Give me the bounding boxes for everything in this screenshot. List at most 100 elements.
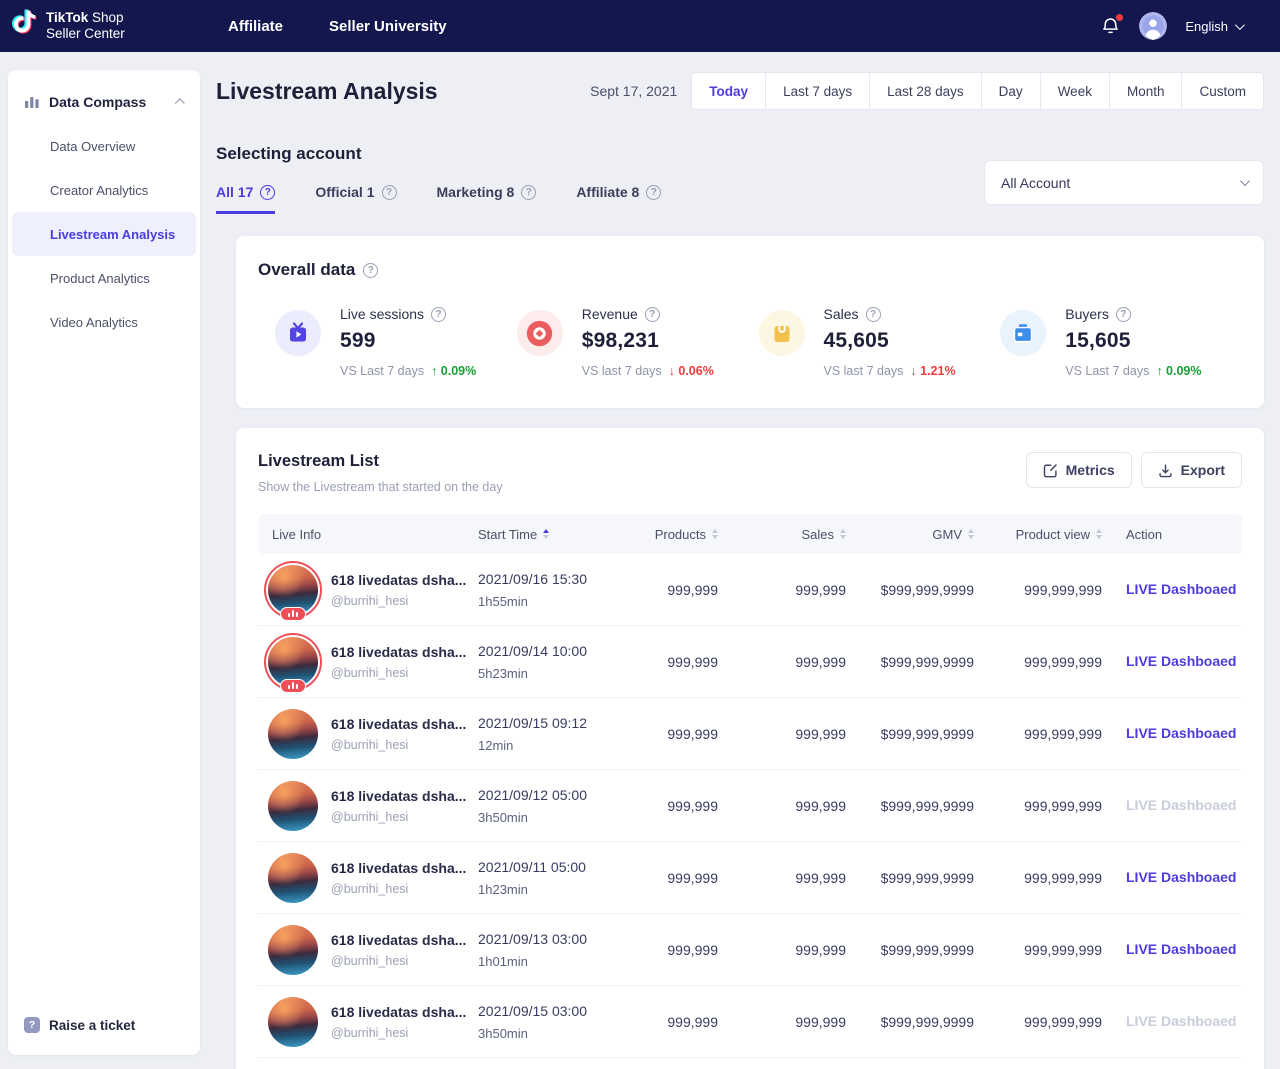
stat-revenue: Revenue?$98,231VS last 7 days↓ 0.06%	[517, 306, 759, 378]
live-dashboard-link[interactable]: LIVE Dashboaed	[1126, 869, 1236, 885]
help-icon[interactable]: ?	[1116, 307, 1131, 322]
sidebar-item-livestream-analysis[interactable]: Livestream Analysis	[12, 212, 196, 256]
tiktok-shop-logo[interactable]: TikTok Shop Seller Center	[12, 9, 202, 44]
avatar-image	[268, 925, 318, 975]
column-header-product-view[interactable]: Product view	[974, 527, 1102, 542]
action-cell: LIVE Dashboaed	[1102, 581, 1242, 599]
range-button-day[interactable]: Day	[981, 73, 1040, 109]
sidebar-item-video-analytics[interactable]: Video Analytics	[12, 300, 196, 344]
help-icon[interactable]: ?	[521, 185, 536, 200]
creator-avatar[interactable]	[268, 997, 318, 1047]
table-row: 618 livedatas dsha...@burrihi_hesi2021/0…	[258, 842, 1242, 914]
wallet-icon	[1000, 310, 1046, 356]
duration: 3h50min	[478, 810, 598, 825]
column-label: Action	[1126, 527, 1162, 542]
range-button-month[interactable]: Month	[1109, 73, 1182, 109]
creator-avatar[interactable]	[268, 853, 318, 903]
stat-value: $98,231	[582, 329, 714, 353]
help-icon[interactable]: ?	[431, 307, 446, 322]
delta-up-arrow: ↑ 0.09%	[1156, 364, 1201, 378]
column-header-gmv[interactable]: GMV	[846, 527, 974, 542]
table-row: 618 livedatas dsha...@burrihi_hesi2021/0…	[258, 914, 1242, 986]
stat-value: 15,605	[1065, 329, 1201, 353]
sidebar-section-data-compass[interactable]: Data Compass	[8, 94, 200, 116]
live-dashboard-link[interactable]: LIVE Dashboaed	[1126, 941, 1236, 957]
creator-avatar[interactable]	[268, 637, 318, 687]
table-row: 618 livedatas dsha...@burrihi_hesi2021/0…	[258, 554, 1242, 626]
creator-avatar[interactable]	[268, 709, 318, 759]
range-button-today[interactable]: Today	[692, 73, 765, 109]
help-icon[interactable]: ?	[645, 307, 660, 322]
column-header-start-time[interactable]: Start Time	[468, 527, 598, 542]
help-icon[interactable]: ?	[866, 307, 881, 322]
live-info-cell: 618 livedatas dsha...@burrihi_hesi	[258, 925, 468, 975]
products-value: 999,999	[598, 726, 718, 742]
notifications-bell-icon[interactable]	[1100, 15, 1121, 37]
notification-dot	[1116, 14, 1123, 21]
shopping-bag-icon	[759, 310, 805, 356]
live-dashboard-link[interactable]: LIVE Dashboaed	[1126, 653, 1236, 669]
sidebar-item-product-analytics[interactable]: Product Analytics	[12, 256, 196, 300]
creator-handle: @burrihi_hesi	[331, 666, 466, 680]
creator-handle: @burrihi_hesi	[331, 738, 466, 752]
start-time: 2021/09/15 03:00	[478, 1003, 598, 1019]
creator-avatar[interactable]	[268, 925, 318, 975]
sales-value: 999,999	[718, 726, 846, 742]
livestream-title[interactable]: 618 livedatas dsha...	[331, 932, 466, 948]
help-icon[interactable]: ?	[363, 263, 378, 278]
user-avatar[interactable]	[1139, 12, 1167, 40]
range-button-custom[interactable]: Custom	[1181, 73, 1263, 109]
help-question-icon: ?	[24, 1017, 40, 1033]
raise-ticket-button[interactable]: ? Raise a ticket	[8, 1017, 200, 1033]
creator-avatar[interactable]	[268, 565, 318, 615]
start-time-cell: 2021/09/14 10:005h23min	[468, 643, 598, 681]
table-header: Live InfoStart TimeProductsSalesGMVProdu…	[258, 514, 1242, 554]
start-time-cell: 2021/09/15 03:003h50min	[468, 1003, 598, 1041]
chevron-down-icon	[1235, 20, 1245, 30]
livestream-title[interactable]: 618 livedatas dsha...	[331, 716, 466, 732]
livestream-title[interactable]: 618 livedatas dsha...	[331, 1004, 466, 1020]
live-info-cell: 618 livedatas dsha...@burrihi_hesi	[258, 997, 468, 1047]
account-dropdown[interactable]: All Account	[984, 160, 1264, 205]
live-info-cell: 618 livedatas dsha... @burrihi_hesi	[258, 709, 468, 759]
help-icon[interactable]: ?	[646, 185, 661, 200]
sort-icon[interactable]	[543, 529, 549, 539]
column-header-sales[interactable]: Sales	[718, 527, 846, 542]
live-dashboard-link[interactable]: LIVE Dashboaed	[1126, 725, 1236, 741]
livestream-title[interactable]: 618 livedatas dsha...	[331, 788, 466, 804]
range-button-last-7-days[interactable]: Last 7 days	[765, 73, 869, 109]
duration: 1h01min	[478, 954, 598, 969]
export-button[interactable]: Export	[1141, 452, 1242, 488]
metrics-button[interactable]: Metrics	[1026, 452, 1132, 488]
sidebar-item-data-overview[interactable]: Data Overview	[12, 124, 196, 168]
products-value: 999,999	[598, 798, 718, 814]
help-icon[interactable]: ?	[260, 185, 275, 200]
column-header-live-info: Live Info	[258, 527, 468, 542]
account-tab-official-1[interactable]: Official 1?	[315, 184, 396, 214]
gmv-value: $999,999,9999	[846, 654, 974, 670]
chevron-up-icon[interactable]	[175, 98, 185, 108]
livestream-title[interactable]: 618 livedatas dsha...	[331, 860, 466, 876]
language-selector[interactable]: English	[1185, 19, 1242, 34]
livestream-title[interactable]: 618 livedatas dsha...	[331, 644, 466, 660]
range-button-week[interactable]: Week	[1040, 73, 1109, 109]
column-header-products[interactable]: Products	[598, 527, 718, 542]
creator-avatar[interactable]	[268, 781, 318, 831]
topnav-link-affiliate[interactable]: Affiliate	[228, 18, 283, 35]
livestream-title[interactable]: 618 livedatas dsha...	[331, 572, 466, 588]
avatar-image	[268, 781, 318, 831]
account-tab-affiliate-8[interactable]: Affiliate 8?	[576, 184, 661, 214]
creator-handle: @burrihi_hesi	[331, 594, 466, 608]
stat-value: 45,605	[824, 329, 956, 353]
duration: 12min	[478, 738, 598, 753]
help-icon[interactable]: ?	[382, 185, 397, 200]
account-tab-all-17[interactable]: All 17?	[216, 184, 275, 214]
language-label: English	[1185, 19, 1228, 34]
start-time: 2021/09/12 05:00	[478, 787, 598, 803]
live-dashboard-link[interactable]: LIVE Dashboaed	[1126, 581, 1236, 597]
topnav-link-seller-university[interactable]: Seller University	[329, 18, 447, 35]
account-tab-marketing-8[interactable]: Marketing 8?	[437, 184, 537, 214]
livestream-list-card: Livestream List Show the Livestream that…	[236, 428, 1264, 1069]
range-button-last-28-days[interactable]: Last 28 days	[869, 73, 981, 109]
sidebar-item-creator-analytics[interactable]: Creator Analytics	[12, 168, 196, 212]
